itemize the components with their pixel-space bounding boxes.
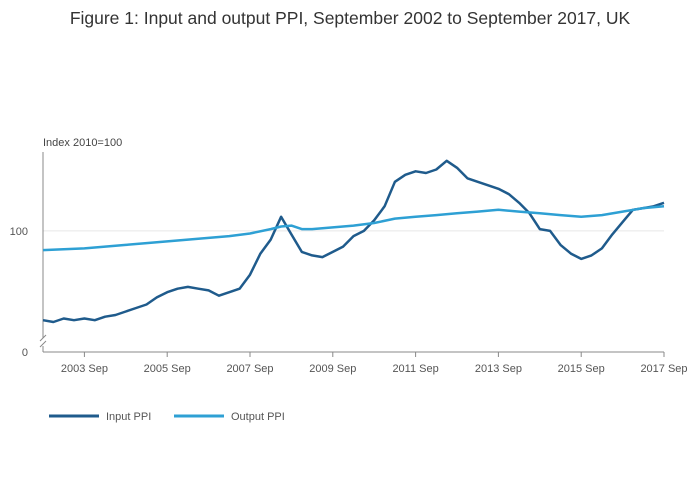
y-tick-label: 0 bbox=[22, 347, 28, 359]
legend: Input PPI Output PPI bbox=[49, 411, 285, 423]
y-axis-title: Index 2010=100 bbox=[43, 137, 122, 149]
axes: 0 100 2003 Sep 2005 Sep 2007 Sep 2009 Sep 2011… bbox=[10, 152, 688, 375]
x-tick-label: 2009 Sep bbox=[309, 363, 356, 375]
series-line-output-ppi bbox=[42, 205, 665, 252]
y-tick-label: 100 bbox=[10, 226, 28, 238]
chart-title: Figure 1: Input and output PPI, Septembe… bbox=[69, 8, 631, 28]
x-tick-label: 2007 Sep bbox=[226, 363, 273, 375]
x-tick-label: 2011 Sep bbox=[392, 363, 438, 375]
legend-label: Input PPI bbox=[106, 411, 151, 423]
axis-break-mark bbox=[39, 340, 47, 348]
x-tick-label: 2017 Sep bbox=[640, 363, 687, 375]
series-line-input-ppi bbox=[42, 159, 665, 324]
legend-label: Output PPI bbox=[231, 411, 285, 423]
x-tick-label: 2005 Sep bbox=[144, 363, 191, 375]
axis-break-mark bbox=[39, 334, 47, 342]
data-lines bbox=[42, 159, 665, 324]
x-tick-label: 2015 Sep bbox=[558, 363, 605, 375]
x-tick-label: 2003 Sep bbox=[61, 363, 108, 375]
x-tick-label: 2013 Sep bbox=[475, 363, 522, 375]
